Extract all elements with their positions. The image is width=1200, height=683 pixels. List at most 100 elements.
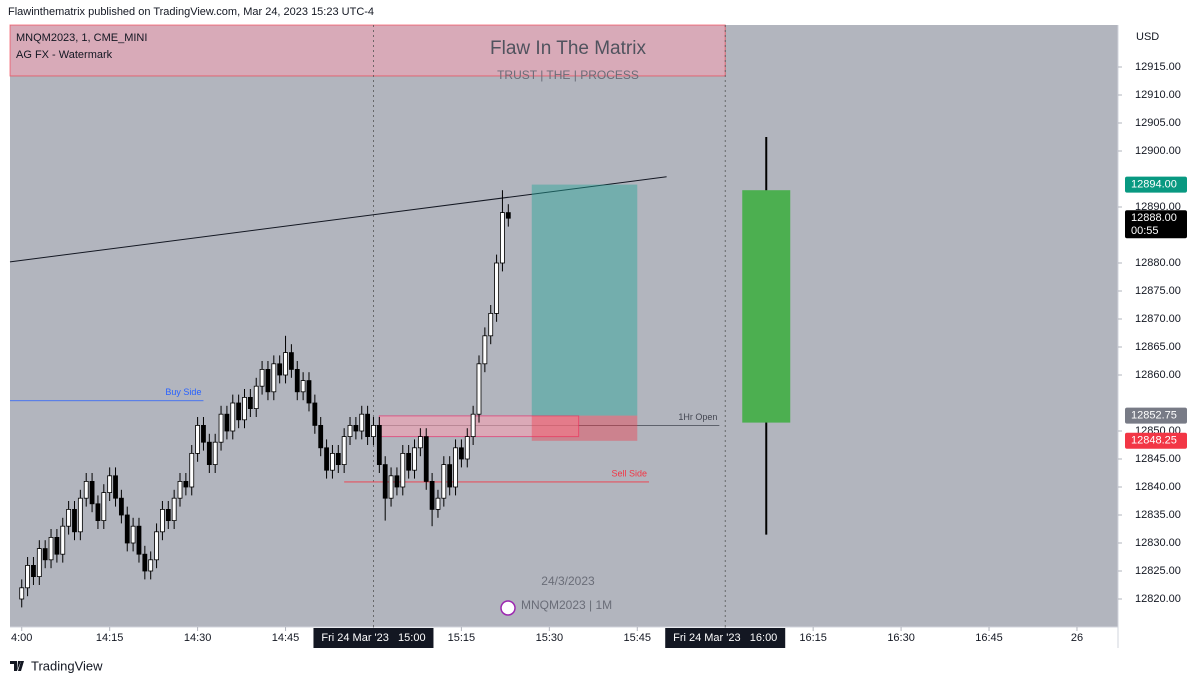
candle-body — [353, 424, 359, 432]
candle-body — [447, 464, 453, 488]
candle-body — [107, 475, 113, 493]
candle-body — [242, 396, 247, 421]
candle-body — [453, 447, 458, 488]
candle-body — [171, 497, 177, 522]
candle-body — [365, 413, 371, 438]
y-tick-label: 12875.00 — [1135, 285, 1181, 297]
candle-body — [318, 424, 324, 449]
candle-body — [165, 508, 171, 521]
candle-body — [312, 402, 318, 426]
price-tag-label: 12848.25 — [1131, 435, 1177, 447]
candle-body — [335, 452, 341, 465]
y-tick-label: 12860.00 — [1135, 369, 1181, 381]
watermark-date: 24/3/2023 — [541, 574, 595, 588]
candle-body — [412, 447, 417, 471]
y-tick-label: 12905.00 — [1135, 117, 1181, 129]
candle-body — [341, 436, 347, 466]
candle-body — [224, 413, 230, 432]
candle-body — [160, 508, 165, 533]
watermark-subtitle: TRUST | THE | PROCESS — [497, 68, 639, 82]
x-tick-label: 15:45 — [624, 632, 652, 644]
premium-zone — [9, 24, 726, 77]
x-tick-label: 16:30 — [887, 632, 915, 644]
candle-body — [236, 402, 242, 421]
candle-body — [435, 497, 441, 510]
candle-body — [488, 312, 494, 337]
trendline — [9, 176, 667, 263]
candle-body — [130, 525, 136, 544]
candle-body — [464, 436, 470, 460]
candle-body — [265, 368, 271, 393]
candle-body — [371, 424, 376, 437]
price-tag-label: 12852.75 — [1131, 410, 1177, 422]
price-tag — [1125, 407, 1187, 424]
y-tick-label: 12830.00 — [1135, 537, 1181, 549]
candle-body — [48, 537, 54, 561]
candle-body — [66, 508, 72, 527]
candle-body — [60, 525, 66, 555]
candle-body — [195, 424, 200, 454]
candle-body — [42, 548, 48, 561]
candle-body — [494, 262, 499, 314]
candle-body — [218, 413, 224, 443]
level-label: Buy Side — [165, 387, 201, 397]
y-tick-label: 12880.00 — [1135, 257, 1181, 269]
candle-body — [72, 508, 77, 533]
y-tick-label: 12890.00 — [1135, 201, 1181, 213]
candle-body — [259, 368, 265, 387]
y-tick-label: 12845.00 — [1135, 453, 1181, 465]
candle-body — [476, 363, 482, 415]
x-tick-label: 4:00 — [11, 632, 32, 644]
x-tick-label: 15:30 — [536, 632, 564, 644]
candle-body — [376, 424, 382, 465]
x-tick-highlight — [313, 628, 434, 648]
candle-body — [31, 565, 36, 578]
y-tick-label: 12820.00 — [1135, 593, 1181, 605]
candle-body — [113, 475, 118, 499]
footer: TradingView — [31, 658, 103, 673]
candle-body — [89, 480, 95, 505]
candle-body — [230, 402, 236, 432]
candle-body — [201, 424, 206, 443]
x-tick-label: 16:45 — [975, 632, 1003, 644]
y-tick-label: 12825.00 — [1135, 565, 1181, 577]
candle-body — [136, 525, 142, 555]
candle-body — [177, 480, 183, 499]
currency-label: USD — [1136, 31, 1159, 43]
x-tick-label: 26 — [1071, 632, 1083, 644]
candle-body — [388, 475, 394, 499]
y-tick-label: 12840.00 — [1135, 481, 1181, 493]
x-tick-label: 15:15 — [448, 632, 476, 644]
candle-body — [95, 503, 101, 521]
price-tag-countdown: 00:55 — [1131, 225, 1159, 237]
y-tick-label: 12865.00 — [1135, 341, 1181, 353]
watermark-symbol: MNQM2023 | 1M — [521, 598, 612, 612]
candle-body — [423, 436, 429, 482]
level-label: Sell Side — [611, 468, 647, 478]
candle-body — [154, 531, 159, 561]
candle-body — [417, 436, 423, 449]
candle-body — [400, 452, 406, 488]
price-tag-label: 12894.00 — [1131, 179, 1177, 191]
candle-body — [330, 452, 335, 471]
candle-body — [482, 335, 488, 365]
candle-body — [324, 447, 329, 471]
candle-body — [500, 212, 505, 264]
candle-body — [505, 212, 511, 219]
candle-body — [36, 548, 42, 577]
candle-body — [247, 396, 253, 409]
y-tick-label: 12910.00 — [1135, 89, 1181, 101]
y-tick-label: 12835.00 — [1135, 509, 1181, 521]
candle-body — [54, 537, 60, 555]
x-tick-label: 14:15 — [96, 632, 124, 644]
y-tick-label: 12900.00 — [1135, 145, 1181, 157]
candle-body — [306, 380, 312, 404]
x-tick-label: 14:45 — [272, 632, 300, 644]
candle-body — [394, 475, 400, 488]
x-tick-label: 14:30 — [184, 632, 212, 644]
candle-body — [206, 441, 212, 466]
candle-body — [101, 492, 107, 522]
level-label: 1Hr Open — [678, 412, 717, 422]
symbol-label: MNQM2023, 1, CME_MINI — [16, 32, 147, 44]
